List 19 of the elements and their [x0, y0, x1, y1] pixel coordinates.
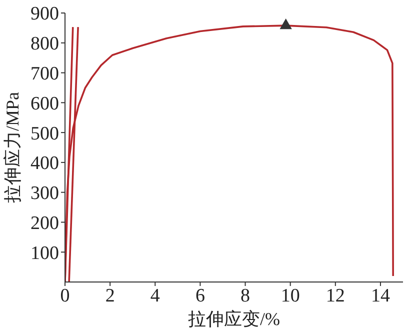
x-tick-label: 10: [280, 285, 300, 306]
y-tick-label: 800: [30, 34, 59, 55]
x-tick-label: 8: [240, 285, 250, 306]
y-tick-label: 300: [30, 183, 59, 204]
y-tick-label: 200: [30, 212, 59, 234]
x-tick-label: 14: [370, 285, 390, 306]
x-tick-label: 6: [195, 285, 205, 306]
y-tick-label: 900: [30, 4, 59, 25]
x-tick-label: 2: [105, 285, 115, 306]
y-tick-label: 500: [30, 123, 59, 144]
y-axis-title: 拉伸应力/MPa: [2, 92, 22, 204]
y-tick-label: 400: [30, 153, 59, 174]
x-tick-label: 12: [326, 285, 345, 306]
y-tick-label: 700: [30, 64, 59, 85]
x-tick-label: 0: [60, 285, 70, 306]
x-axis-title: 拉伸应变/%: [188, 309, 280, 329]
y-tick-label: 600: [30, 93, 59, 114]
y-tick-label: 100: [30, 242, 59, 264]
x-tick-label: 4: [150, 285, 160, 306]
